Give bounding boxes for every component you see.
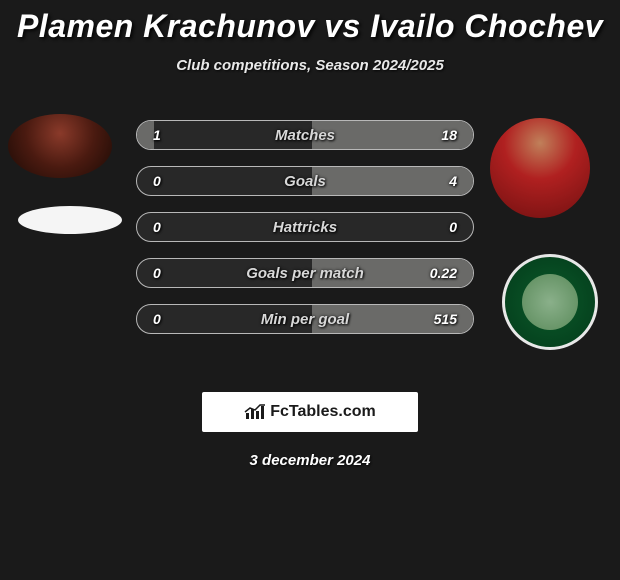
stat-row: 0 Goals 4: [136, 166, 474, 196]
bar-chart-icon: [244, 403, 266, 421]
player-left-club-badge: [18, 206, 122, 234]
player-left-avatar: [8, 114, 112, 178]
stat-value-right: 515: [434, 311, 473, 327]
player-right-avatar: [490, 118, 590, 218]
club-badge-emblem: [522, 274, 578, 330]
stat-row: 0 Goals per match 0.22: [136, 258, 474, 288]
date-text: 3 december 2024: [0, 452, 620, 469]
stat-rows: 1 Matches 18 0 Goals 4 0 Hattricks 0 0 G…: [136, 120, 474, 350]
stat-value-right: 0: [449, 219, 473, 235]
page-title: Plamen Krachunov vs Ivailo Chochev: [0, 0, 620, 45]
stat-label: Min per goal: [137, 311, 473, 328]
player-left-name: Plamen Krachunov: [17, 8, 315, 44]
stat-value-right: 18: [441, 127, 473, 143]
branding-badge[interactable]: FcTables.com: [202, 392, 418, 432]
stat-value-right: 0.22: [430, 265, 473, 281]
comparison-content: 1 Matches 18 0 Goals 4 0 Hattricks 0 0 G…: [0, 114, 620, 374]
subtitle: Club competitions, Season 2024/2025: [0, 57, 620, 74]
stat-row: 0 Hattricks 0: [136, 212, 474, 242]
stat-value-right: 4: [449, 173, 473, 189]
player-right-club-badge: [502, 254, 598, 350]
stat-row: 1 Matches 18: [136, 120, 474, 150]
vs-separator: vs: [324, 8, 361, 44]
stat-label: Goals per match: [137, 265, 473, 282]
stat-row: 0 Min per goal 515: [136, 304, 474, 334]
stat-label: Matches: [137, 127, 473, 144]
stat-label: Goals: [137, 173, 473, 190]
stat-label: Hattricks: [137, 219, 473, 236]
player-right-name: Ivailo Chochev: [370, 8, 603, 44]
branding-text: FcTables.com: [270, 403, 376, 421]
